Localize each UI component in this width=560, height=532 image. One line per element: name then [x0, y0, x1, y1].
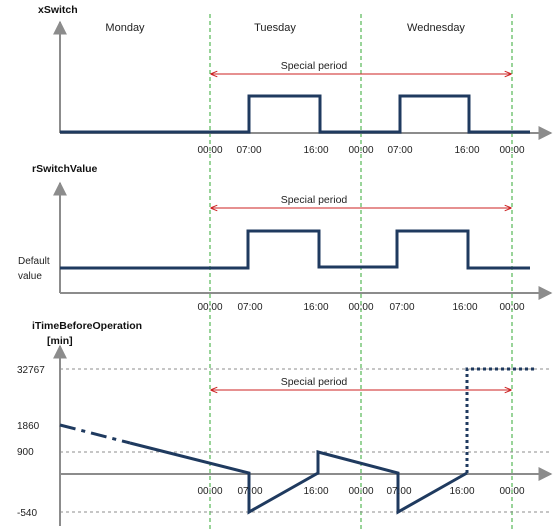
tick-label: 00:00 — [197, 302, 222, 313]
tick-label: 16:00 — [449, 486, 474, 497]
tick-label: 16:00 — [303, 302, 328, 313]
tick-label: 00:00 — [499, 145, 524, 156]
tick-label: 00:00 — [499, 302, 524, 313]
day-label-wednesday: Wednesday — [407, 22, 465, 34]
tick-label: 16:00 — [452, 302, 477, 313]
switch-value-signal — [60, 229, 530, 270]
special-period-label: Special period — [281, 194, 348, 206]
y-tick-label: -540 — [17, 508, 37, 519]
tick-label: 16:00 — [454, 145, 479, 156]
tick-label: 00:00 — [197, 145, 222, 156]
chart-title: iTimeBeforeOperation — [32, 320, 142, 332]
countdown-signal-monday — [59, 423, 131, 445]
tick-label: 00:00 — [197, 486, 222, 497]
day-label-monday: Monday — [105, 22, 145, 34]
tick-label: 07:00 — [237, 302, 262, 313]
default-value-label: Default — [18, 256, 50, 267]
special-period-label: Special period — [281, 60, 348, 72]
tick-label: 00:00 — [499, 486, 524, 497]
default-value-label: value — [18, 271, 42, 282]
y-tick-label: 900 — [17, 447, 34, 458]
switch-signal — [60, 94, 530, 134]
tick-label: 07:00 — [387, 145, 412, 156]
tick-label: 07:00 — [386, 486, 411, 497]
tick-label: 16:00 — [303, 486, 328, 497]
tick-label: 00:00 — [348, 145, 373, 156]
tick-label: 07:00 — [236, 145, 261, 156]
chart-title: rSwitchValue — [32, 163, 98, 175]
tick-label: 00:00 — [348, 486, 373, 497]
countdown-signal — [129, 441, 468, 515]
chart-itimebeforeoperation: iTimeBeforeOperation [min] 32767 1860 90… — [17, 320, 553, 526]
countdown-signal-max — [465, 367, 535, 473]
tick-label: 07:00 — [389, 302, 414, 313]
chart-rswitchvalue: rSwitchValue Special period Default valu… — [18, 163, 553, 313]
chart-title: xSwitch — [38, 4, 78, 16]
day-label-tuesday: Tuesday — [254, 22, 296, 34]
chart-unit: [min] — [47, 335, 73, 347]
y-tick-label: 32767 — [17, 365, 45, 376]
tick-label: 07:00 — [237, 486, 262, 497]
tick-label: 16:00 — [303, 145, 328, 156]
y-tick-label: 1860 — [17, 421, 40, 432]
special-period-label: Special period — [281, 376, 348, 388]
chart-xswitch: xSwitch Special period 00:00 07:00 16:00… — [38, 4, 553, 156]
tick-label: 00:00 — [348, 302, 373, 313]
